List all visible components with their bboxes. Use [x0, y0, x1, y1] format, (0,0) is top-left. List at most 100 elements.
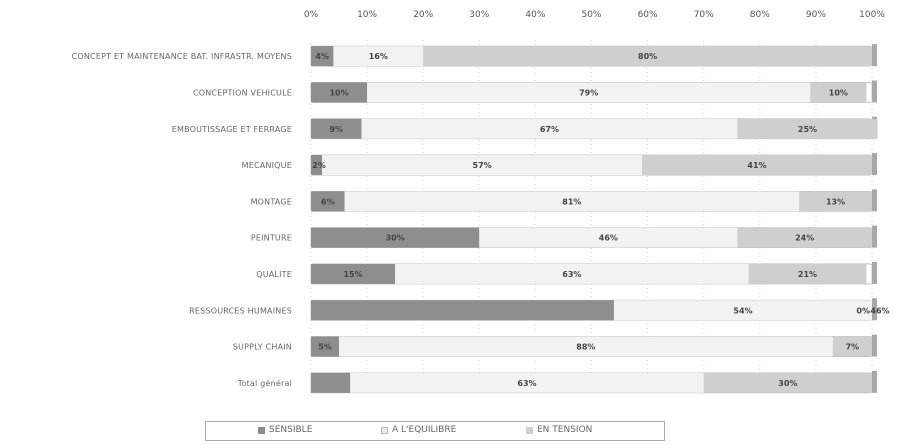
- x-tick-label: 0%: [304, 10, 319, 20]
- category-label: SUPPLY CHAIN: [233, 343, 292, 352]
- bar-segment: [311, 336, 340, 357]
- data-label: 6%: [321, 197, 335, 206]
- bar-segment: [311, 372, 351, 393]
- category-label: CONCEPT ET MAINTENANCE BAT. INFRASTR. MO…: [72, 52, 292, 61]
- bar-side: [872, 189, 877, 212]
- bar-segment: [350, 372, 704, 393]
- data-label: 21%: [798, 270, 817, 279]
- bar-segment: [479, 227, 738, 248]
- x-tick-label: 10%: [357, 10, 377, 20]
- category-label: Total général: [237, 378, 292, 388]
- legend-swatch-icon: [526, 426, 533, 434]
- data-label: 2%: [312, 161, 326, 170]
- legend-swatch-icon: [381, 426, 388, 434]
- category-label: RESSOURCES HUMAINES: [189, 306, 292, 315]
- x-axis-ticks: 0% 10% 20% 30% 40% 50% 60% 70% 80% 90% 100%: [304, 10, 885, 20]
- bar-side: [872, 370, 877, 393]
- bar-side: [872, 334, 877, 357]
- legend-item-equilibre: A L'EQUILIBRE: [381, 425, 456, 435]
- bar-segment: [339, 336, 833, 357]
- category-label: QUALITE: [256, 270, 292, 279]
- data-label: 16%: [369, 52, 388, 61]
- bar-side: [872, 80, 877, 103]
- data-label: 80%: [638, 52, 657, 61]
- legend-swatch-icon: [258, 426, 265, 434]
- bar-side: [872, 44, 877, 67]
- bar-segment: [311, 82, 368, 103]
- legend-label: A L'EQUILIBRE: [392, 425, 457, 435]
- data-label: 10%: [829, 88, 848, 97]
- data-label: 24%: [795, 234, 814, 243]
- bars: [310, 44, 878, 394]
- bar-segment: [737, 227, 872, 248]
- data-label: 81%: [562, 197, 581, 206]
- bar-segment: [311, 300, 614, 321]
- data-label: 25%: [798, 125, 817, 134]
- x-tick-label: 50%: [581, 10, 601, 20]
- legend-item-sensible: SENSIBLE: [258, 425, 312, 435]
- x-tick-label: 100%: [859, 10, 885, 20]
- data-label: 9%: [329, 125, 343, 134]
- data-label: 63%: [562, 270, 581, 279]
- bar-segment: [361, 118, 738, 139]
- legend-label: EN TENSION: [537, 425, 593, 435]
- bar-segment: [832, 336, 872, 357]
- x-tick-label: 90%: [806, 10, 826, 20]
- x-tick-label: 30%: [469, 10, 489, 20]
- category-labels: CONCEPT ET MAINTENANCE BAT. INFRASTR. MO…: [72, 52, 292, 388]
- bar-segment: [311, 191, 345, 212]
- bar-segment: [311, 155, 323, 176]
- data-label: 54%: [733, 306, 752, 315]
- data-label: 67%: [540, 125, 559, 134]
- data-label: 46%: [599, 234, 618, 243]
- bar-segment: [367, 82, 811, 103]
- x-tick-label: 80%: [750, 10, 770, 20]
- bar-segment: [703, 372, 872, 393]
- data-labels: 4% 16% 80% 10% 79% 10% 9% 67% 25% 2% 57% 41% 6% 81% 13…: [312, 52, 889, 388]
- category-label: EMBOUTISSAGE ET FERRAGE: [172, 125, 292, 134]
- category-label: CONCEPTION VEHICULE: [193, 88, 292, 97]
- data-label: 0%: [856, 306, 870, 315]
- category-label: MONTAGE: [251, 197, 292, 206]
- data-label: 4%: [315, 52, 329, 61]
- legend: SENSIBLE A L'EQUILIBRE EN TENSION: [205, 421, 665, 441]
- bar-segment: [810, 82, 867, 103]
- x-tick-label: 40%: [525, 10, 545, 20]
- bar-segment: [641, 155, 872, 176]
- bar-segment: [423, 46, 872, 67]
- bar-segment: [613, 300, 872, 321]
- bar-segment: [737, 118, 878, 139]
- x-tick-label: 70%: [694, 10, 714, 20]
- legend-label: SENSIBLE: [269, 425, 313, 435]
- bar-side: [872, 261, 877, 284]
- bar-segment: [344, 191, 800, 212]
- bar-side: [872, 153, 877, 176]
- data-label: 46%: [870, 306, 889, 315]
- data-label: 10%: [329, 88, 348, 97]
- bar-segment: [311, 227, 480, 248]
- bar-segment: [311, 118, 362, 139]
- bar-segment: [799, 191, 872, 212]
- bar-segment: [748, 263, 867, 284]
- data-label: 5%: [318, 343, 332, 352]
- data-label: 88%: [576, 343, 595, 352]
- bar-side: [872, 225, 877, 248]
- data-label: 30%: [778, 379, 797, 388]
- data-label: 79%: [579, 88, 598, 97]
- data-label: 30%: [386, 234, 405, 243]
- data-label: 63%: [517, 379, 536, 388]
- bar-segment: [333, 46, 424, 67]
- category-label: PEINTURE: [251, 234, 292, 243]
- data-label: 57%: [473, 161, 492, 170]
- x-tick-label: 20%: [413, 10, 433, 20]
- x-tick-label: 60%: [638, 10, 658, 20]
- data-label: 15%: [343, 270, 362, 279]
- bar-segment: [395, 263, 749, 284]
- data-label: 13%: [826, 197, 845, 206]
- bar-side: [872, 298, 877, 321]
- bar-segment: [311, 263, 396, 284]
- category-label: MECANIQUE: [242, 161, 292, 170]
- bar-segment: [311, 46, 334, 67]
- bar-segment: [322, 155, 642, 176]
